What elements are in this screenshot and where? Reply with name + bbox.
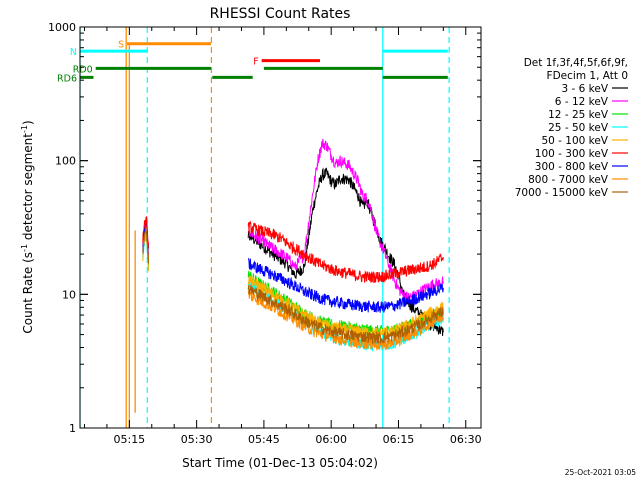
legend-entry-2: 12 - 25 keV (548, 109, 609, 121)
legend-header-line-1: Det 1f,3f,4f,5f,6f,9f, (524, 57, 628, 69)
legend-entry-8: 7000 - 15000 keV (515, 187, 609, 199)
legend-entry-1: 6 - 12 keV (555, 96, 609, 108)
series-8-segment-2 (247, 284, 444, 345)
flag-N-label: N (70, 47, 77, 58)
x-tick-label-2: 05:45 (248, 433, 280, 446)
y-tick-label-3: 1000 (48, 21, 76, 34)
legend-entry-0: 3 - 6 keV (561, 83, 608, 95)
flag-F-label: F (253, 57, 258, 68)
legend-entry-5: 100 - 300 keV (535, 148, 609, 160)
x-tick-label-4: 06:15 (383, 433, 415, 446)
y-axis-label: Count Rate (s-1 detector segment-1) (20, 120, 35, 333)
legend-entry-4: 50 - 100 keV (541, 135, 608, 147)
flag-S-label: S (118, 40, 124, 51)
plot-frame (79, 26, 482, 429)
axes: 1 10 100 1000 05:15 05:30 05:45 06:00 06:15 06:30 (48, 21, 482, 446)
series-5-segment-2 (247, 220, 444, 284)
x-axis-label: Start Time (01-Dec-13 05:04:02) (182, 456, 378, 470)
plot-clip-group (80, 27, 450, 428)
x-tick-label-3: 06:00 (315, 433, 347, 446)
y-tick-label-1: 10 (62, 288, 76, 301)
flag-RD6-label: RD6 (57, 73, 77, 84)
x-tick-label-0: 05:15 (113, 433, 145, 446)
footer-timestamp: 25-Oct-2021 03:05 (565, 468, 636, 477)
legend: Det 1f,3f,4f,5f,6f,9f, FDecim 1, Att 0 3… (515, 57, 628, 199)
legend-entry-3: 25 - 50 keV (548, 122, 609, 134)
legend-entry-6: 300 - 800 keV (535, 161, 609, 173)
y-tick-label-2: 100 (55, 155, 76, 168)
chart-title: RHESSI Count Rates (210, 6, 351, 22)
x-tick-label-5: 06:30 (450, 433, 482, 446)
flag-RD0-label: RD0 (73, 64, 93, 75)
legend-header-line-2: FDecim 1, Att 0 (547, 70, 628, 82)
legend-entry-7: 800 - 7000 keV (528, 174, 609, 186)
x-tick-label-1: 05:30 (181, 433, 213, 446)
y-tick-label-0: 1 (69, 422, 76, 435)
series-8-segment-1 (142, 229, 150, 264)
series-6-segment-2 (247, 257, 444, 313)
series-1-segment-2 (247, 138, 444, 303)
